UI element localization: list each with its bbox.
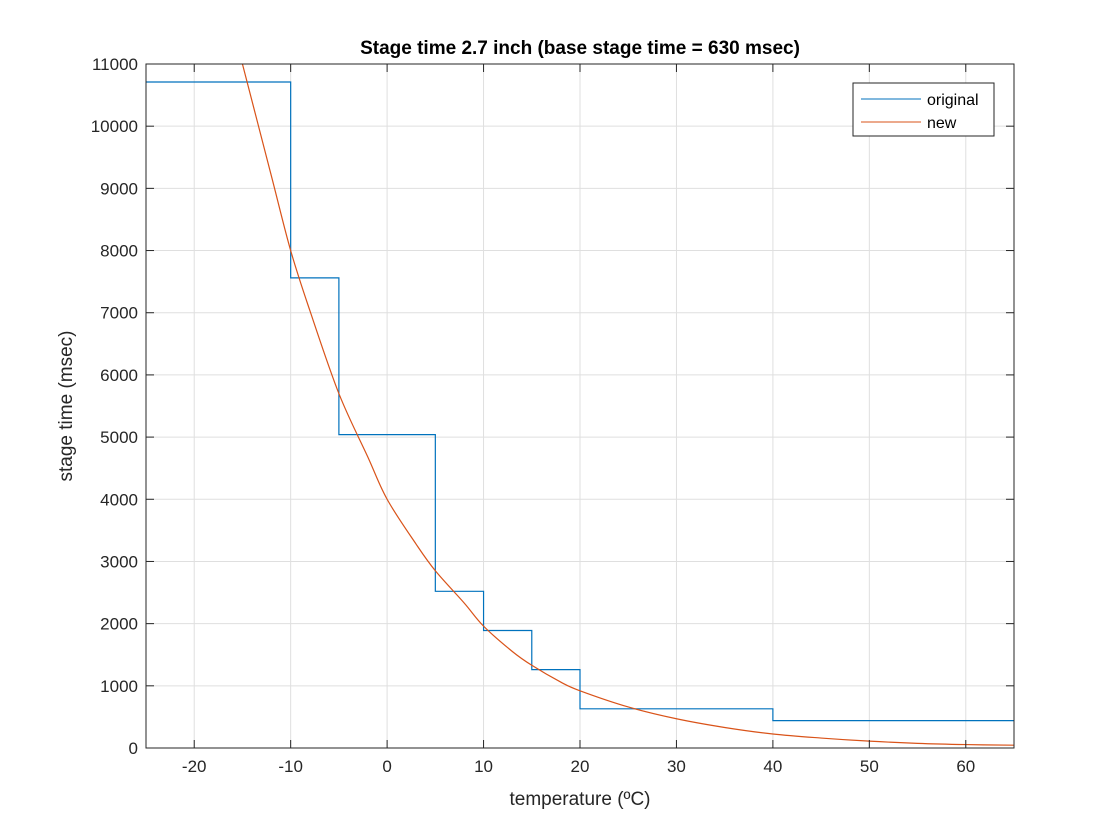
y-tick-label: 6000 (100, 366, 138, 385)
y-tick-label: 3000 (100, 552, 138, 571)
x-tick-label: 20 (571, 757, 590, 776)
legend-label-original: original (927, 92, 979, 109)
y-tick-label: 9000 (100, 179, 138, 198)
x-tick-label: -20 (182, 757, 207, 776)
y-tick-label: 7000 (100, 304, 138, 323)
x-tick-label: 0 (382, 757, 391, 776)
chart-title: Stage time 2.7 inch (base stage time = 6… (360, 38, 800, 59)
x-axis-label: temperature (ºC) (509, 789, 650, 810)
x-tick-label: 60 (956, 757, 975, 776)
y-tick-label: 2000 (100, 615, 138, 634)
y-tick-label: 8000 (100, 242, 138, 261)
x-tick-label: 30 (667, 757, 686, 776)
y-tick-label: 10000 (91, 117, 138, 136)
legend-box (852, 82, 995, 137)
axis-ticks: -20 -10 0 10 20 30 40 50 60 0 1000 2000 3000 4000 5000… (91, 55, 1014, 776)
legend: original new (852, 82, 995, 137)
series-line-original (146, 81, 1014, 722)
x-tick-label: 50 (860, 757, 879, 776)
y-tick-label: 11000 (92, 55, 138, 74)
series-line-new (241, 64, 1014, 746)
x-tick-label: 40 (763, 757, 782, 776)
legend-label-new: new (927, 115, 957, 132)
y-tick-label: 1000 (100, 677, 138, 696)
y-axis-label: stage time (msec) (56, 331, 77, 482)
x-tick-label: -10 (278, 757, 303, 776)
x-tick-label: 10 (474, 757, 493, 776)
y-tick-label: 0 (129, 739, 138, 758)
y-tick-label: 4000 (100, 490, 138, 509)
y-tick-label: 5000 (100, 428, 138, 447)
plot-series (146, 64, 1014, 746)
